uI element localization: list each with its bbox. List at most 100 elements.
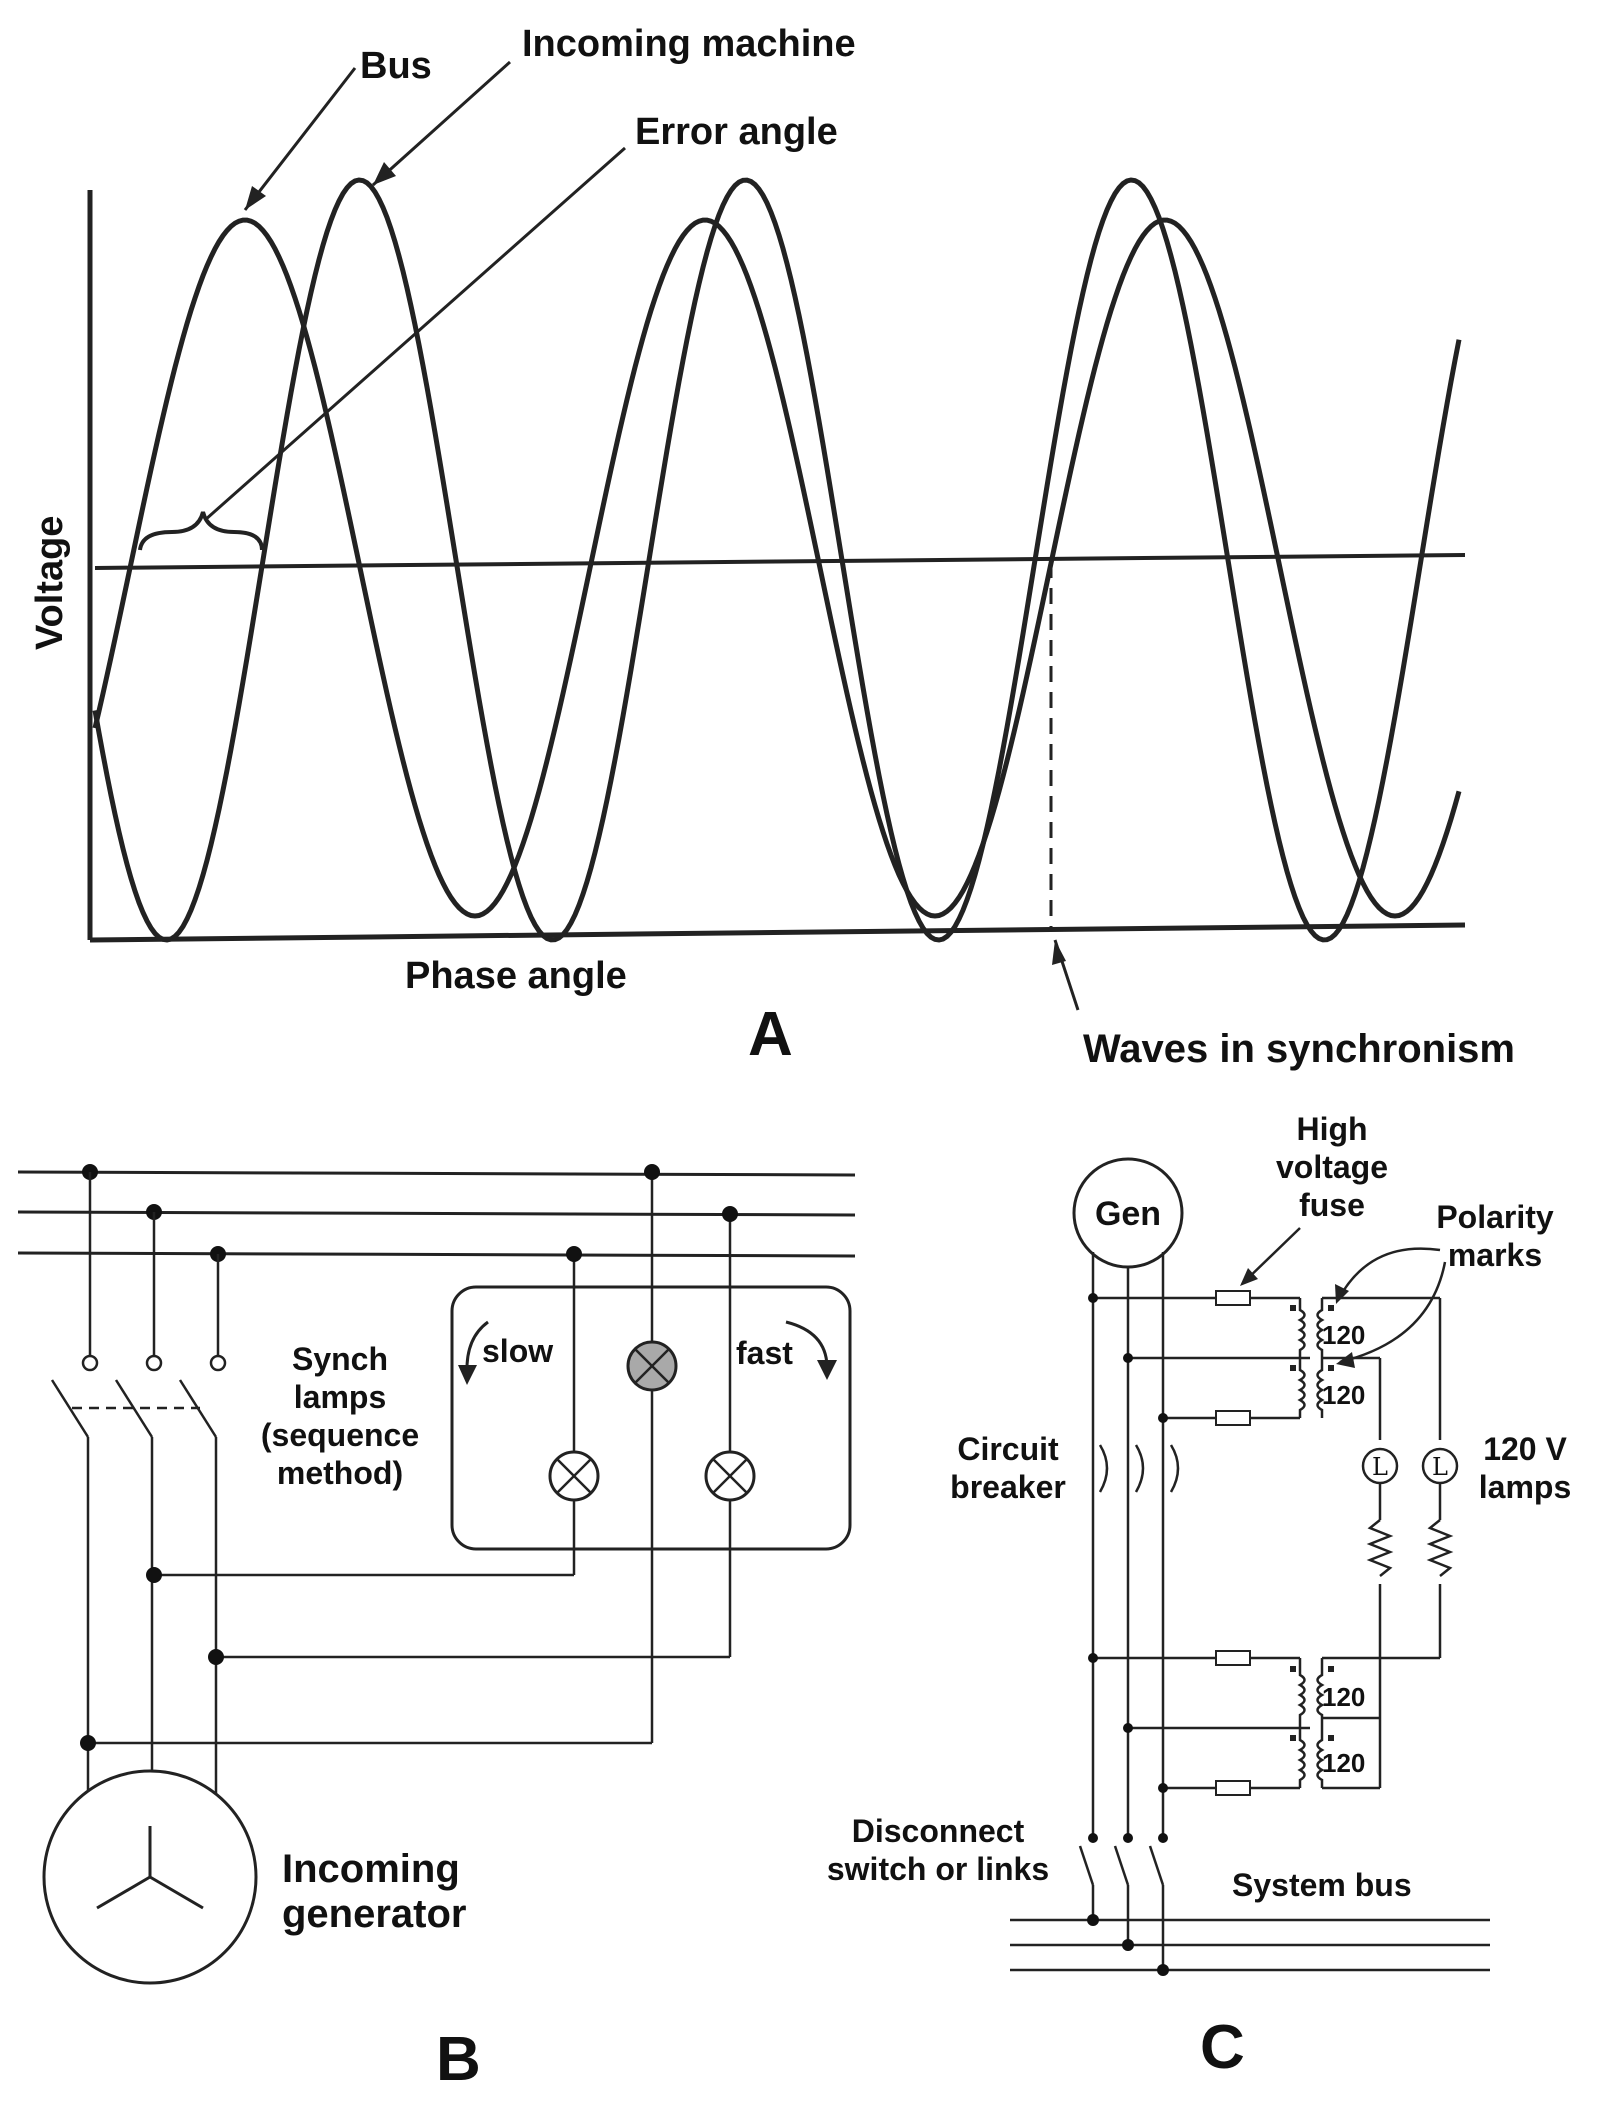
disconnect-blade <box>1148 1845 1165 1886</box>
svg-text:Incoming: Incoming <box>282 1847 460 1891</box>
polarity-arrowhead <box>1336 1352 1355 1368</box>
switch-contact <box>81 1354 99 1372</box>
svg-text:Polarity: Polarity <box>1436 1199 1554 1235</box>
svg-text:Circuit: Circuit <box>957 1431 1059 1467</box>
synch-lamp-right <box>704 1450 756 1502</box>
incoming-pointer-arrow <box>371 60 512 187</box>
circuit-breaker-label: Circuit breaker <box>950 1431 1066 1505</box>
bus-tap-dot <box>566 1246 582 1262</box>
phase-axis <box>89 922 1466 943</box>
bus-label: Bus <box>360 45 432 87</box>
panel-a-waveforms: Bus Incoming machine Error angle Voltage… <box>29 23 1515 1071</box>
fast-rotation-arrow <box>785 1320 829 1367</box>
slow-label: slow <box>482 1333 553 1369</box>
polarity-pointer-arrow <box>1336 1247 1441 1301</box>
polarity-mark <box>1290 1305 1296 1311</box>
pt-primary-winding <box>1297 1658 1306 1728</box>
circuit-breaker-symbol <box>1098 1444 1180 1493</box>
bus-junction-dot <box>1087 1914 1099 1926</box>
pt-rating-label: 120 <box>1322 1320 1365 1350</box>
lamps-120v-label: 120 V lamps <box>1479 1431 1571 1505</box>
junction-dot <box>146 1567 162 1583</box>
pt-primary-winding <box>1297 1358 1306 1418</box>
junction-dot <box>1158 1783 1168 1793</box>
bus-line-1 <box>17 1170 856 1177</box>
high-voltage-fuse-label: High voltage fuse <box>1276 1111 1388 1223</box>
disconnect-switch-label: Disconnect switch or links <box>827 1813 1049 1887</box>
switch-blade <box>114 1379 154 1438</box>
sync-arrowhead <box>1052 940 1066 965</box>
resistor <box>1366 1519 1394 1577</box>
lamp-l-symbol: L <box>1432 1453 1448 1481</box>
pt-rating-label: 120 <box>1322 1682 1365 1712</box>
pt-primary-winding <box>1297 1728 1306 1788</box>
gen-label: Gen <box>1095 1195 1161 1233</box>
junction-dot <box>1158 1413 1168 1423</box>
svg-text:Disconnect: Disconnect <box>852 1813 1025 1849</box>
bus-line-3 <box>17 1251 856 1258</box>
pt-primary-winding <box>1297 1298 1306 1358</box>
switch-contact <box>145 1354 163 1372</box>
zero-line <box>94 553 1466 570</box>
bus-waveform <box>92 217 1462 919</box>
bus-junction-dot <box>1122 1939 1134 1951</box>
polarity-mark <box>1328 1735 1334 1741</box>
disconnect-contact <box>1158 1833 1168 1843</box>
svg-text:fuse: fuse <box>1299 1187 1365 1223</box>
svg-text:breaker: breaker <box>950 1469 1066 1505</box>
disconnect-blade <box>1078 1845 1095 1886</box>
waves-in-synchronism-label: Waves in synchronism <box>1083 1027 1515 1071</box>
junction-dot <box>1123 1723 1133 1733</box>
junction-dot <box>1088 1293 1098 1303</box>
bus-junction-dot <box>1157 1964 1169 1976</box>
panel-c-letter: C <box>1200 2013 1245 2082</box>
pt-rating-label: 120 <box>1322 1748 1365 1778</box>
svg-text:switch or links: switch or links <box>827 1851 1049 1887</box>
svg-text:(sequence: (sequence <box>261 1417 419 1453</box>
pt-secondary-winding <box>1316 1728 1325 1788</box>
disconnect-contact <box>1088 1833 1098 1843</box>
incoming-generator-label: Incoming generator <box>282 1847 467 1936</box>
fast-label: fast <box>736 1335 793 1371</box>
panel-a-letter: A <box>748 1000 793 1069</box>
system-bus-label: System bus <box>1232 1867 1412 1903</box>
polarity-mark <box>1290 1666 1296 1672</box>
high-voltage-fuse <box>1215 1290 1251 1306</box>
phase-angle-label: Phase angle <box>405 955 627 997</box>
fast-arrowhead <box>817 1360 837 1380</box>
svg-text:voltage: voltage <box>1276 1149 1388 1185</box>
svg-text:lamps: lamps <box>294 1379 386 1415</box>
resistor <box>1426 1519 1454 1577</box>
synch-lamp-center-lit <box>626 1340 678 1392</box>
disconnect-blade <box>1113 1845 1130 1886</box>
incoming-arrowhead <box>373 162 396 185</box>
fuse-arrowhead <box>1240 1268 1258 1286</box>
panel-b-synch-lamps: slow fast Synch lamps (sequence method) … <box>17 1164 856 2094</box>
error-angle-leader <box>204 146 626 522</box>
synch-lamp-left <box>548 1450 600 1502</box>
polarity-marks-label: Polarity marks <box>1436 1199 1554 1273</box>
panel-c-pt-circuit: Gen Circuit breaker 120 120 <box>827 1111 1571 2082</box>
polarity-mark <box>1290 1735 1296 1741</box>
error-angle-label: Error angle <box>635 111 838 153</box>
junction-dot <box>1088 1653 1098 1663</box>
pt-secondary-winding <box>1316 1358 1325 1418</box>
svg-text:120 V: 120 V <box>1483 1431 1567 1467</box>
svg-text:Synch: Synch <box>292 1341 388 1377</box>
high-voltage-fuse <box>1215 1650 1251 1666</box>
svg-text:generator: generator <box>282 1892 467 1936</box>
high-voltage-fuse <box>1215 1780 1251 1796</box>
lamp-120v-right: L <box>1421 1447 1459 1485</box>
polarity-mark <box>1290 1365 1296 1371</box>
slow-arrowhead <box>458 1365 477 1385</box>
junction-dot <box>1123 1353 1133 1363</box>
pt-secondary-winding <box>1316 1658 1325 1728</box>
incoming-waveform <box>92 177 1462 943</box>
incoming-machine-label: Incoming machine <box>522 23 856 65</box>
bus-arrowhead <box>245 186 266 210</box>
polarity-mark <box>1328 1666 1334 1672</box>
pt-secondary-winding <box>1316 1298 1325 1358</box>
svg-text:method): method) <box>277 1455 403 1491</box>
high-voltage-fuse <box>1215 1410 1251 1426</box>
